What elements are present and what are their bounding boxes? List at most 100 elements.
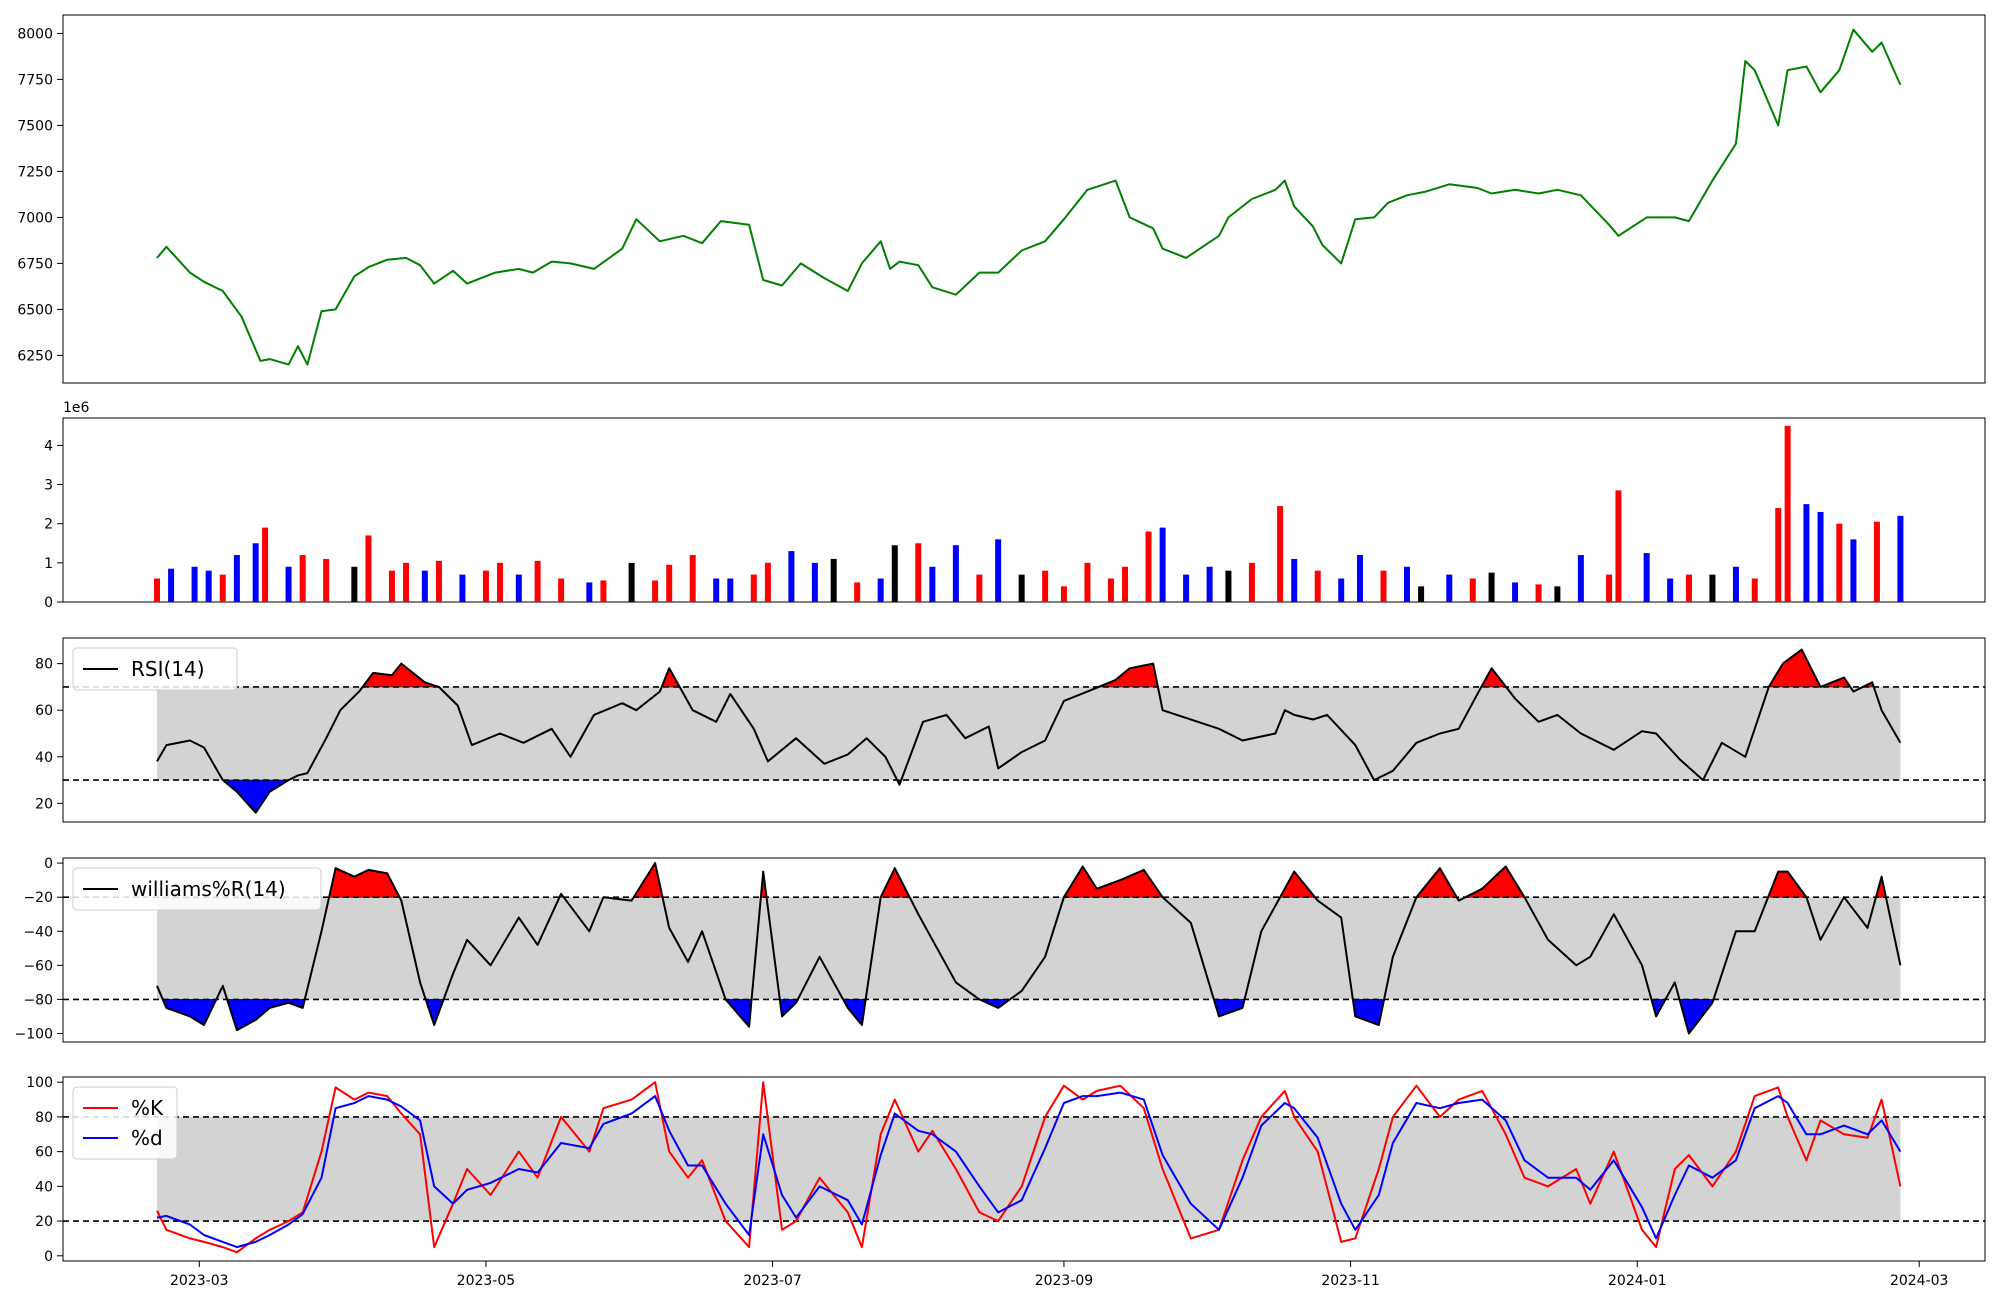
- volume-bar: [1107, 578, 1114, 602]
- volume-bar: [1577, 555, 1584, 602]
- volume-bar: [854, 582, 861, 602]
- volume-bar: [689, 555, 696, 602]
- volume-ytick-label: 1: [44, 556, 53, 572]
- volume-ytick-label: 2: [44, 517, 53, 533]
- volume-bar: [1183, 574, 1190, 602]
- volume-bar: [388, 570, 395, 602]
- stochastic-ytick-label: 100: [26, 1075, 53, 1091]
- volume-bar: [652, 580, 659, 602]
- price-ytick-label: 7500: [17, 118, 53, 134]
- x-tick-label: 2023-07: [743, 1273, 802, 1289]
- volume-bar: [1488, 572, 1495, 602]
- rsi-panel: 20 40 60 80 RSI(14): [35, 637, 1986, 823]
- volume-bar: [459, 574, 466, 602]
- price-line: [156, 28, 1902, 366]
- volume-scale-label: 1e6: [63, 400, 90, 416]
- x-tick-label: 2024-01: [1608, 1273, 1667, 1289]
- stochastic-legend-label: %K: [131, 1096, 164, 1120]
- rsi-legend-label: RSI(14): [131, 657, 205, 681]
- price-ytick-label: 7000: [17, 210, 53, 226]
- volume-bar: [1225, 570, 1232, 602]
- stochastic-ytick-label: 40: [35, 1179, 53, 1195]
- volume-bar: [1615, 490, 1622, 602]
- volume-bar: [750, 574, 757, 602]
- volume-bar: [1248, 562, 1255, 602]
- stochastic-ytick-label: 0: [44, 1249, 53, 1265]
- volume-bar: [482, 570, 489, 602]
- volume-bar: [1314, 570, 1321, 602]
- williams-frame: [62, 857, 1986, 1043]
- williams-neutral-band: [156, 897, 1901, 1000]
- volume-bar: [788, 551, 795, 602]
- volume-bar: [285, 566, 292, 602]
- williams-legend-label: williams%R(14): [131, 877, 286, 901]
- volume-bar: [365, 535, 372, 602]
- date-x-axis: 2023-03 2023-05 2023-07 2023-09 2023-11 2024-…: [170, 1261, 1948, 1289]
- volume-bar: [1380, 570, 1387, 602]
- price-ytick-label: 8000: [17, 26, 53, 42]
- volume-ytick-label: 0: [44, 595, 53, 611]
- volume-bar: [976, 574, 983, 602]
- price-ytick-label: 6750: [17, 256, 53, 272]
- stochastic-ytick-label: 80: [35, 1110, 53, 1126]
- williams-legend-box: [72, 867, 322, 911]
- volume-bar: [600, 580, 607, 602]
- rsi-ytick-label: 20: [35, 796, 53, 812]
- price-ytick-label: 7750: [17, 72, 53, 88]
- williams-ytick-label: −100: [15, 1026, 53, 1042]
- volume-bar: [1042, 570, 1049, 602]
- volume-bar: [1403, 566, 1410, 602]
- rsi-frame: [62, 637, 1986, 823]
- volume-bar: [1206, 566, 1213, 602]
- volume-bar: [534, 560, 541, 602]
- williams-ytick-label: 0: [44, 856, 53, 872]
- volume-bar: [586, 582, 593, 602]
- x-tick-label: 2024-03: [1890, 1273, 1949, 1289]
- volume-bar: [713, 578, 720, 602]
- volume-bar: [435, 560, 442, 602]
- volume-bar: [666, 564, 673, 602]
- volume-bar: [915, 543, 922, 602]
- rsi-ytick-label: 80: [35, 657, 53, 673]
- volume-ytick-label: 4: [44, 438, 53, 454]
- volume-bar: [1084, 562, 1091, 602]
- x-tick-label: 2023-03: [170, 1273, 229, 1289]
- volume-bar: [877, 578, 884, 602]
- volume-bar: [1817, 511, 1824, 602]
- volume-panel: 0 1 2 3 4 1e6: [44, 400, 1986, 611]
- volume-bar: [153, 578, 160, 602]
- volume-bar: [1418, 586, 1425, 602]
- volume-bar: [1356, 555, 1363, 602]
- stochastic-neutral-band: [156, 1116, 1901, 1222]
- rsi-neutral-band: [156, 686, 1901, 781]
- volume-bar: [1060, 586, 1067, 602]
- volume-bar: [219, 574, 226, 602]
- volume-bar: [1667, 578, 1674, 602]
- volume-bar: [952, 545, 959, 602]
- volume-bar: [1606, 574, 1613, 602]
- price-frame: [62, 14, 1986, 384]
- williams-ytick-label: −80: [23, 992, 53, 1008]
- volume-bar: [351, 566, 358, 602]
- volume-bar: [891, 545, 898, 602]
- volume-bar: [1732, 566, 1739, 602]
- volume-bar: [1850, 539, 1857, 602]
- volume-bar: [1643, 553, 1650, 602]
- volume-bar: [558, 578, 565, 602]
- volume-bar: [1122, 566, 1129, 602]
- volume-bar: [421, 570, 428, 602]
- volume-bar: [323, 558, 330, 602]
- volume-bar: [299, 555, 306, 602]
- volume-bar: [1873, 521, 1880, 602]
- rsi-ytick-label: 60: [35, 703, 53, 719]
- volume-bar: [262, 527, 269, 602]
- stochastic-ytick-label: 60: [35, 1145, 53, 1161]
- volume-bar: [764, 562, 771, 602]
- volume-bar: [929, 566, 936, 602]
- volume-bar: [515, 574, 522, 602]
- volume-bar: [168, 568, 175, 602]
- stochastic-d-line: [156, 1091, 1902, 1249]
- williams-ytick-label: −20: [23, 890, 53, 906]
- volume-bar: [727, 578, 734, 602]
- volume-bar: [1512, 582, 1519, 602]
